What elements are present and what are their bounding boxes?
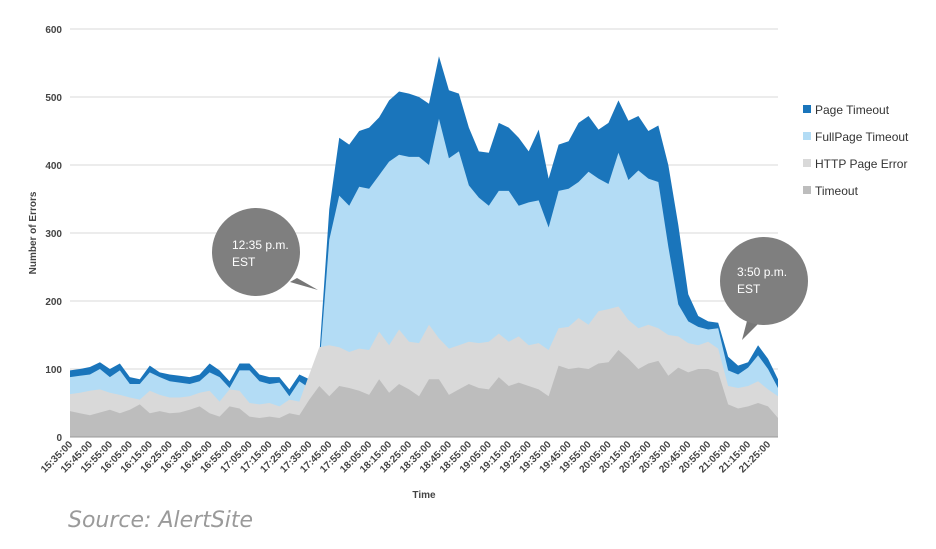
x-axis-title: Time — [412, 490, 436, 501]
callout-line-2b: EST — [737, 282, 761, 296]
y-tick-label: 600 — [45, 25, 62, 36]
callout-line-1a: 12:35 p.m. — [232, 238, 289, 252]
y-tick-labels: 0 100 200 300 400 500 600 — [45, 25, 62, 444]
y-axis-title: Number of Errors — [28, 191, 39, 274]
legend-label: FullPage Timeout — [815, 130, 909, 144]
callout-bubble-shape-2 — [720, 237, 808, 325]
source-caption: Source: AlertSite — [68, 508, 254, 533]
y-tick-label: 200 — [45, 297, 62, 308]
callout-350: 3:50 p.m. EST — [720, 237, 808, 340]
legend-swatch — [803, 186, 811, 194]
legend-label: HTTP Page Error — [815, 157, 907, 171]
legend-label: Timeout — [815, 184, 859, 198]
x-tick-labels: 15:35:0015:45:0015:55:0016:05:0016:15:00… — [39, 439, 773, 475]
area-series-timeout — [70, 349, 778, 437]
legend-swatch — [803, 159, 811, 167]
callout-bubble-shape-1 — [212, 208, 300, 296]
stacked-areas — [70, 56, 778, 437]
y-tick-label: 500 — [45, 93, 62, 104]
y-tick-label: 400 — [45, 161, 62, 172]
y-tick-label: 100 — [45, 365, 62, 376]
callout-line-1b: EST — [232, 255, 256, 269]
legend-swatch — [803, 132, 811, 140]
legend-label: Page Timeout — [815, 103, 890, 117]
y-tick-label: 0 — [56, 433, 62, 444]
y-tick-label: 300 — [45, 229, 62, 240]
callout-line-2a: 3:50 p.m. — [737, 265, 787, 279]
legend: Page Timeout FullPage Timeout HTTP Page Er… — [803, 103, 909, 198]
callout-bubble-1 — [290, 278, 318, 290]
legend-swatch — [803, 105, 811, 113]
callout-1235: 12:35 p.m. EST — [212, 208, 318, 296]
